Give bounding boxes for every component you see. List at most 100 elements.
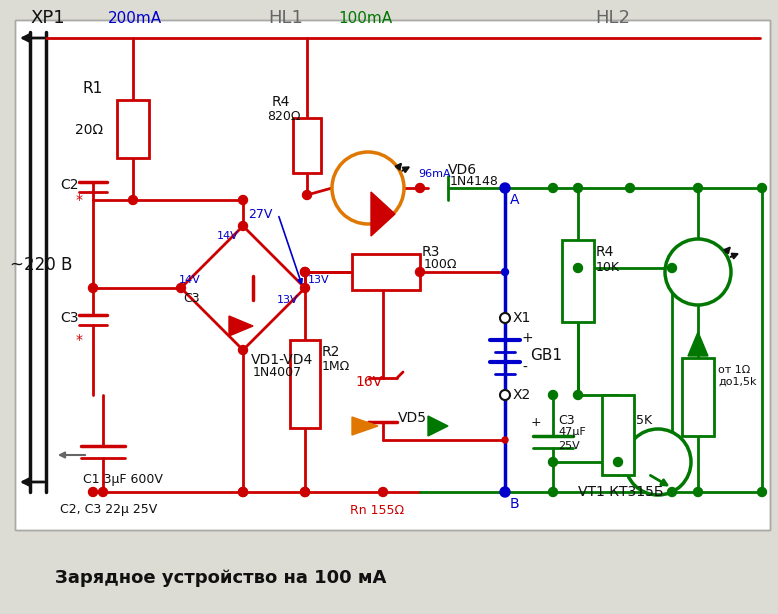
Circle shape — [128, 195, 138, 204]
Text: -: - — [522, 361, 527, 375]
Circle shape — [415, 184, 425, 193]
Text: Зарядное устройство на 100 мА: Зарядное устройство на 100 мА — [55, 569, 387, 587]
Text: C3: C3 — [558, 413, 575, 427]
Circle shape — [614, 457, 622, 467]
Text: 14V: 14V — [179, 275, 201, 285]
Text: A: A — [510, 193, 520, 207]
Text: 13V: 13V — [308, 275, 330, 285]
Text: 47μF: 47μF — [558, 427, 586, 437]
Text: 100mA: 100mA — [338, 10, 392, 26]
Circle shape — [548, 184, 558, 193]
Text: C2, C3 22μ 25V: C2, C3 22μ 25V — [60, 503, 157, 516]
Text: 25V: 25V — [558, 441, 580, 451]
Text: C2: C2 — [60, 178, 79, 192]
Bar — [290, 340, 320, 428]
Text: R2: R2 — [322, 345, 340, 359]
Circle shape — [693, 184, 703, 193]
Text: GB1: GB1 — [530, 348, 562, 362]
Text: *: * — [76, 333, 83, 347]
Circle shape — [626, 184, 635, 193]
Text: ~220 В: ~220 В — [10, 256, 72, 274]
Circle shape — [239, 195, 247, 204]
Circle shape — [548, 391, 558, 400]
Text: 200mA: 200mA — [108, 10, 162, 26]
Text: 10K: 10K — [596, 260, 620, 273]
Text: C3: C3 — [60, 311, 79, 325]
Text: R3: R3 — [422, 245, 440, 259]
Circle shape — [332, 152, 404, 224]
Polygon shape — [371, 192, 395, 236]
Text: Rn 155Ω: Rn 155Ω — [350, 503, 404, 516]
Circle shape — [300, 488, 310, 497]
Bar — [15, 20, 770, 530]
Text: +: + — [522, 331, 534, 345]
Text: +: + — [531, 416, 541, 429]
Bar — [682, 358, 714, 436]
Text: 1N4007: 1N4007 — [253, 367, 302, 379]
Circle shape — [239, 488, 247, 497]
Circle shape — [668, 263, 677, 273]
Text: 16V: 16V — [355, 375, 382, 389]
Text: от 1Ω
до1,5k: от 1Ω до1,5k — [718, 365, 756, 387]
Circle shape — [177, 284, 185, 292]
Bar — [15, 20, 770, 530]
Circle shape — [573, 184, 583, 193]
Circle shape — [758, 488, 766, 497]
Text: HL1: HL1 — [268, 9, 303, 27]
Text: VD5: VD5 — [398, 411, 427, 425]
Bar — [602, 395, 634, 475]
Circle shape — [573, 263, 583, 273]
Circle shape — [379, 488, 387, 497]
Circle shape — [573, 391, 583, 400]
Text: 100Ω: 100Ω — [424, 257, 457, 271]
Circle shape — [300, 268, 310, 276]
Text: 27V: 27V — [248, 208, 272, 220]
Circle shape — [500, 313, 510, 323]
Circle shape — [548, 457, 558, 467]
Polygon shape — [688, 332, 708, 356]
Text: *: * — [76, 193, 83, 207]
Circle shape — [239, 488, 247, 497]
Circle shape — [665, 239, 731, 305]
Text: 820Ω: 820Ω — [267, 109, 300, 123]
Circle shape — [500, 183, 510, 193]
Text: XP1: XP1 — [30, 9, 65, 27]
Text: X2: X2 — [513, 388, 531, 402]
Circle shape — [500, 487, 510, 497]
Bar — [562, 240, 594, 322]
Circle shape — [502, 268, 509, 276]
Text: 1N4148: 1N4148 — [450, 174, 499, 187]
Circle shape — [415, 268, 425, 276]
Polygon shape — [352, 417, 378, 435]
Circle shape — [625, 429, 691, 495]
Text: R1: R1 — [82, 80, 102, 96]
Text: 20Ω: 20Ω — [75, 123, 103, 137]
Circle shape — [99, 488, 107, 497]
Circle shape — [758, 184, 766, 193]
Circle shape — [300, 488, 310, 497]
Text: R4: R4 — [596, 245, 615, 259]
Text: 5K: 5K — [636, 413, 652, 427]
Bar — [293, 118, 321, 173]
Circle shape — [548, 488, 558, 497]
Circle shape — [502, 437, 508, 443]
Text: R4: R4 — [272, 95, 290, 109]
Bar — [117, 100, 149, 158]
Circle shape — [668, 488, 677, 497]
Polygon shape — [428, 416, 448, 436]
Text: VT1 КТ315Б: VT1 КТ315Б — [578, 485, 664, 499]
Circle shape — [239, 346, 247, 354]
Text: VD1-VD4: VD1-VD4 — [251, 353, 314, 367]
Text: B: B — [510, 497, 520, 511]
Circle shape — [300, 268, 310, 276]
Circle shape — [300, 284, 310, 292]
Circle shape — [89, 284, 97, 292]
Text: 96mA: 96mA — [418, 169, 450, 179]
Text: C3: C3 — [183, 292, 200, 305]
Circle shape — [89, 488, 97, 497]
Circle shape — [239, 222, 247, 230]
Text: 13V: 13V — [277, 295, 299, 305]
Circle shape — [303, 190, 311, 200]
Text: X1: X1 — [513, 311, 531, 325]
Text: C1 3μF 600V: C1 3μF 600V — [83, 473, 163, 486]
